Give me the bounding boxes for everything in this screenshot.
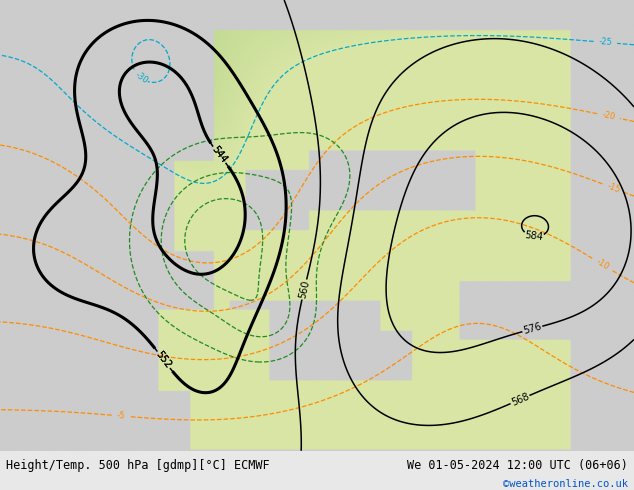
Text: -20: -20	[601, 110, 616, 122]
Text: -10: -10	[594, 257, 611, 272]
Text: 576: 576	[522, 321, 543, 336]
Text: -25: -25	[598, 37, 612, 48]
Text: 544: 544	[210, 145, 229, 165]
Text: Height/Temp. 500 hPa [gdmp][°C] ECMWF: Height/Temp. 500 hPa [gdmp][°C] ECMWF	[6, 459, 270, 472]
Text: 560: 560	[297, 279, 311, 299]
Text: -15: -15	[605, 181, 621, 195]
Text: -30: -30	[134, 71, 150, 86]
Text: We 01-05-2024 12:00 UTC (06+06): We 01-05-2024 12:00 UTC (06+06)	[407, 459, 628, 472]
Text: 544: 544	[210, 145, 229, 165]
Text: 584: 584	[524, 230, 544, 242]
Text: 552: 552	[154, 349, 173, 370]
Text: ©weatheronline.co.uk: ©weatheronline.co.uk	[503, 479, 628, 489]
Text: 552: 552	[154, 349, 173, 370]
Text: 568: 568	[510, 392, 531, 408]
Text: -5: -5	[116, 411, 126, 421]
